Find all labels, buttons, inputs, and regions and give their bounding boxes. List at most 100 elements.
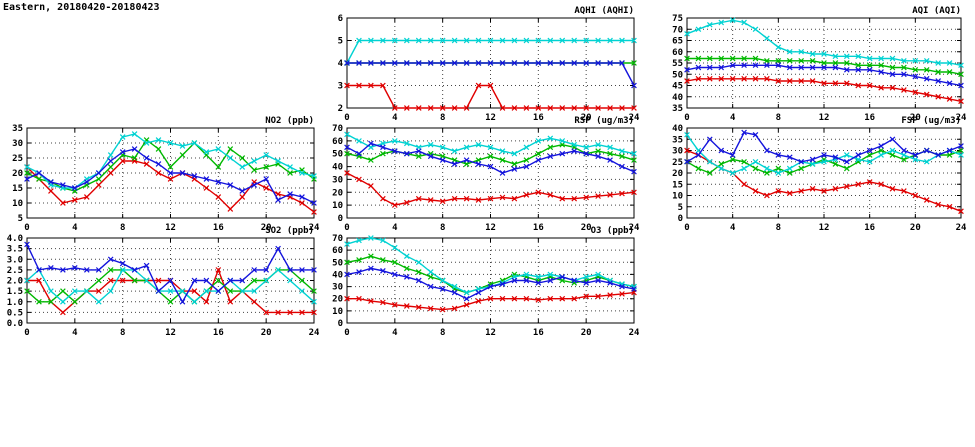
svg-text:16: 16: [213, 223, 224, 233]
svg-text:10: 10: [672, 192, 683, 202]
svg-text:4: 4: [338, 59, 344, 69]
chart-canvas: 0 4 8 12 16 20 24 0 10 20 30 40 50 60 70: [332, 234, 640, 338]
svg-text:8: 8: [776, 223, 781, 233]
svg-text:16: 16: [533, 328, 544, 338]
chart-title-fsp: FSP (ug/m3): [901, 116, 961, 126]
svg-text:24: 24: [956, 113, 967, 123]
chart-canvas: 0 4 8 12 16 20 24 5 10 15 20 25 30 35: [12, 124, 320, 233]
svg-text:16: 16: [533, 113, 544, 123]
svg-text:12: 12: [485, 223, 496, 233]
svg-text:0: 0: [344, 328, 349, 338]
svg-text:0: 0: [684, 223, 689, 233]
svg-text:4: 4: [392, 328, 398, 338]
svg-text:4: 4: [730, 223, 736, 233]
svg-text:8: 8: [440, 113, 445, 123]
svg-text:20: 20: [261, 223, 272, 233]
svg-text:24: 24: [629, 113, 640, 123]
svg-text:15: 15: [12, 184, 23, 194]
svg-text:5: 5: [338, 37, 343, 47]
chart-aqi: 0 4 8 12 16 20 24 35 40 45 50 55 60 65 70 75 AQI (AQI): [661, 4, 969, 124]
chart-title-aqhi: AQHI (AQHI): [574, 6, 634, 16]
chart-title-rsp: RSP (ug/m3): [574, 116, 634, 126]
svg-text:55: 55: [672, 59, 683, 69]
svg-text:8: 8: [776, 113, 781, 123]
svg-text:8: 8: [440, 328, 445, 338]
chart-canvas: 0 4 8 12 16 20 24 2 3 4 5 6: [338, 14, 640, 123]
svg-text:20: 20: [581, 223, 592, 233]
svg-text:24: 24: [956, 223, 967, 233]
svg-text:70: 70: [332, 234, 343, 244]
svg-text:0: 0: [678, 214, 683, 224]
svg-text:0: 0: [338, 214, 343, 224]
svg-text:2.0: 2.0: [7, 277, 23, 287]
chart-no2: 0 4 8 12 16 20 24 5 10 15 20 25 30 35 NO2 (ppb): [1, 114, 322, 234]
svg-text:4: 4: [72, 223, 78, 233]
chart-canvas: 0 4 8 12 16 20 24 0.00.51.01.52.02.53.03.54.0: [7, 234, 320, 338]
svg-text:0: 0: [338, 319, 343, 329]
svg-text:20: 20: [332, 295, 343, 305]
svg-text:70: 70: [332, 124, 343, 134]
svg-text:8: 8: [440, 223, 445, 233]
svg-text:10: 10: [332, 307, 343, 317]
svg-text:15: 15: [672, 180, 683, 190]
svg-text:2: 2: [338, 104, 343, 114]
chart-title-aqi: AQI (AQI): [912, 6, 961, 16]
svg-text:0: 0: [344, 113, 349, 123]
svg-text:0: 0: [24, 328, 29, 338]
svg-text:5: 5: [18, 214, 23, 224]
svg-text:12: 12: [819, 113, 830, 123]
svg-text:10: 10: [332, 201, 343, 211]
svg-text:50: 50: [332, 258, 343, 268]
chart-aqhi: 0 4 8 12 16 20 24 2 3 4 5 6 AQHI (AQHI): [321, 4, 642, 124]
chart-so2: 0 4 8 12 16 20 24 0.0 0.5 1.0 1.5 2.0 2.5 3.0 3.5 4.0 S…: [1, 224, 322, 339]
svg-text:20: 20: [332, 188, 343, 198]
svg-text:20: 20: [261, 328, 272, 338]
svg-text:40: 40: [672, 124, 683, 134]
svg-text:24: 24: [629, 328, 640, 338]
svg-text:35: 35: [672, 135, 683, 145]
svg-text:65: 65: [672, 37, 683, 47]
svg-text:0.5: 0.5: [7, 308, 23, 318]
svg-text:16: 16: [864, 113, 875, 123]
svg-text:0: 0: [344, 223, 349, 233]
page-title: Eastern, 20180420-20180423: [3, 2, 160, 13]
svg-text:50: 50: [672, 70, 683, 80]
svg-text:30: 30: [672, 147, 683, 157]
svg-text:6: 6: [338, 14, 343, 24]
svg-text:60: 60: [332, 137, 343, 147]
svg-text:8: 8: [120, 223, 125, 233]
svg-text:24: 24: [629, 223, 640, 233]
svg-text:4: 4: [730, 113, 736, 123]
chart-title-o3: O3 (ppb): [590, 226, 634, 236]
svg-text:12: 12: [165, 328, 176, 338]
svg-text:16: 16: [213, 328, 224, 338]
svg-text:20: 20: [581, 113, 592, 123]
svg-text:35: 35: [672, 104, 683, 114]
chart-fsp: 0 4 8 12 16 20 24 0 5 10 15 20 25 30 35 40 FSP (ug/m3): [661, 114, 969, 234]
svg-text:20: 20: [672, 169, 683, 179]
svg-text:0: 0: [24, 223, 29, 233]
svg-text:0: 0: [684, 113, 689, 123]
svg-text:50: 50: [332, 150, 343, 160]
svg-text:4: 4: [392, 223, 398, 233]
chart-title-so2: SO2 (ppb): [265, 226, 314, 236]
svg-text:10: 10: [12, 199, 23, 209]
svg-text:40: 40: [332, 270, 343, 280]
chart-canvas: 0 4 8 12 16 20 24 0 10 20 30 40 50 60 70: [332, 124, 640, 233]
svg-text:4.0: 4.0: [7, 234, 23, 244]
svg-text:45: 45: [672, 82, 683, 92]
chart-title-no2: NO2 (ppb): [265, 116, 314, 126]
svg-text:20: 20: [581, 328, 592, 338]
svg-text:20: 20: [910, 113, 921, 123]
svg-text:20: 20: [12, 169, 23, 179]
svg-text:35: 35: [12, 124, 23, 134]
svg-text:12: 12: [485, 113, 496, 123]
svg-text:20: 20: [910, 223, 921, 233]
svg-text:24: 24: [309, 223, 320, 233]
svg-text:60: 60: [672, 48, 683, 58]
svg-text:2.5: 2.5: [7, 266, 23, 276]
svg-text:25: 25: [12, 154, 23, 164]
